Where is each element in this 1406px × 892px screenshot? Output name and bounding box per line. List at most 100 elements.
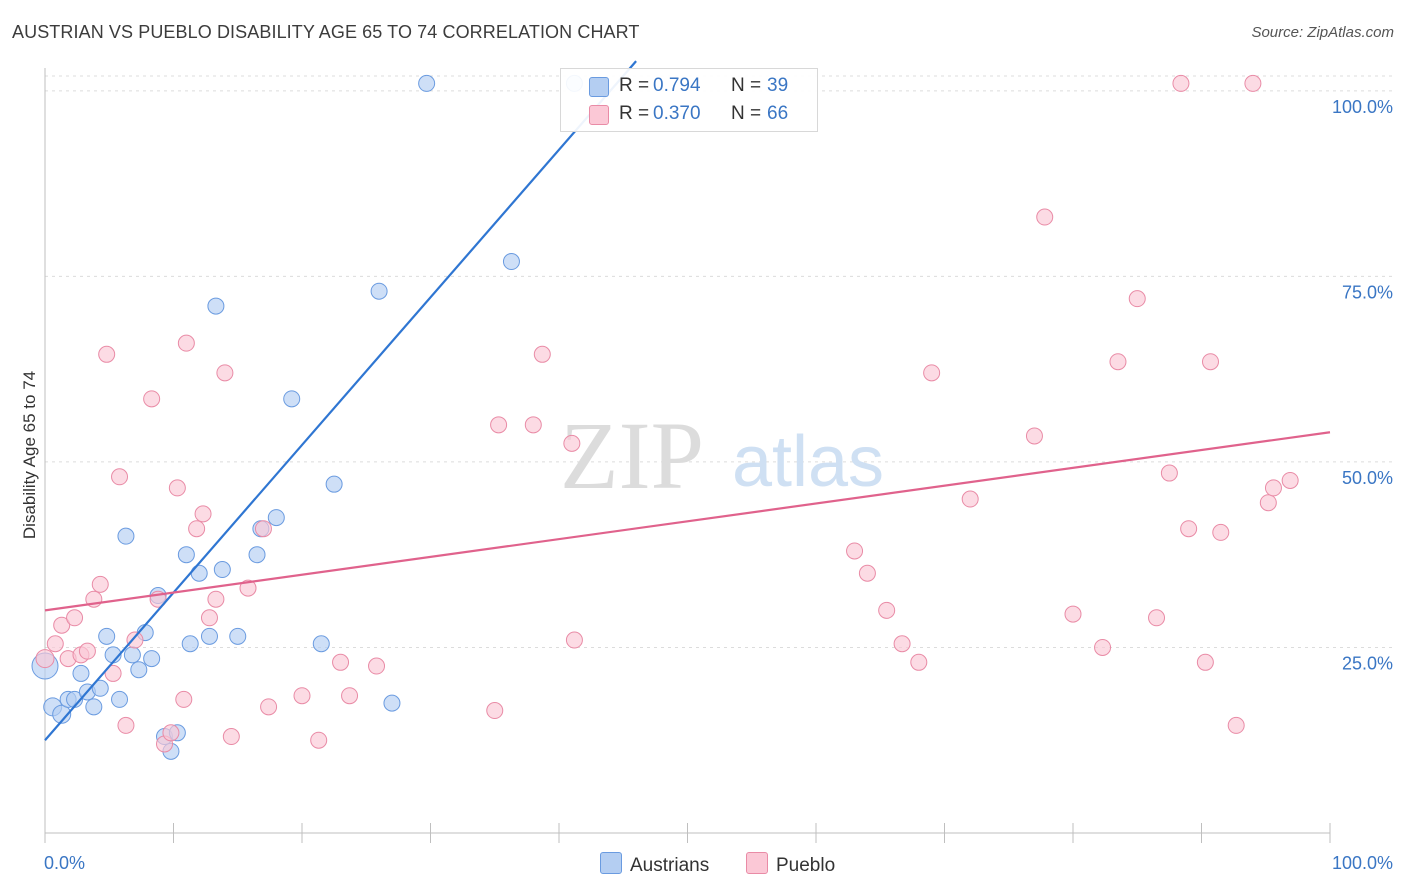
pueblo-point <box>1201 353 1219 371</box>
legend-n-label: N = <box>731 75 762 96</box>
austrians-legend-label: Austrians <box>630 855 710 876</box>
axes <box>44 68 1331 843</box>
pueblo-point <box>1259 494 1277 512</box>
watermark-atlas: atlas <box>732 422 884 502</box>
pueblo-point <box>260 698 278 716</box>
y-tick-label: 50.0% <box>1342 468 1393 488</box>
pueblo-point <box>98 345 116 363</box>
austrians-point <box>283 390 301 408</box>
pueblo-point <box>35 649 55 669</box>
pueblo-point <box>53 616 71 634</box>
pueblo-point <box>341 687 359 705</box>
austrians-point <box>111 690 129 708</box>
pueblo-point <box>1128 290 1146 308</box>
austrians-point <box>177 546 195 564</box>
legend-r-label: R = <box>619 103 650 124</box>
pueblo-point <box>332 653 350 671</box>
pueblo-point <box>239 579 257 597</box>
austrians-trend-line <box>44 60 637 741</box>
austrians-point <box>72 664 90 682</box>
austrians-point <box>143 650 161 668</box>
pueblo-point <box>78 642 96 660</box>
x-tick-label: 100.0% <box>1332 853 1393 873</box>
pueblo-point <box>162 724 180 742</box>
pueblo-point <box>910 653 928 671</box>
y-tick-label: 25.0% <box>1342 653 1393 673</box>
pueblo-point <box>846 542 864 560</box>
pueblo-point <box>1281 471 1299 489</box>
pueblo-point <box>878 601 896 619</box>
pueblo-point <box>293 687 311 705</box>
austrians-point <box>370 282 388 300</box>
pueblo-legend-swatch <box>746 852 768 874</box>
austrians-point <box>213 561 231 579</box>
pueblo-point <box>1264 479 1282 497</box>
austrians-point <box>267 509 285 527</box>
y-tick-label: 100.0% <box>1332 97 1393 117</box>
chart-title: AUSTRIAN VS PUEBLO DISABILITY AGE 65 TO … <box>12 22 640 42</box>
pueblo-point <box>565 631 583 649</box>
pueblo-point <box>524 416 542 434</box>
pueblo-point <box>216 364 234 382</box>
austrians-point <box>91 679 109 697</box>
austrians-point <box>418 74 436 92</box>
austrians-point <box>52 704 72 724</box>
austrians-point <box>248 546 266 564</box>
austrians-swatch <box>589 77 609 97</box>
pueblo-point <box>222 728 240 746</box>
pueblo-point <box>200 609 218 627</box>
pueblo-swatch <box>589 105 609 125</box>
watermark-zip: ZIP <box>560 402 704 509</box>
austrians-point <box>229 627 247 645</box>
pueblo-legend-label: Pueblo <box>776 855 836 876</box>
pueblo-point <box>1227 716 1245 734</box>
austrians-point <box>85 698 103 716</box>
pueblo-point <box>310 731 328 749</box>
pueblo-point <box>207 590 225 608</box>
pueblo-point <box>858 564 876 582</box>
austrians-point <box>117 527 135 545</box>
pueblo-point <box>66 609 84 627</box>
pueblo-point <box>368 657 386 675</box>
austrians-r-value: 0.794 <box>653 75 701 96</box>
pueblo-point <box>126 631 144 649</box>
pueblo-point <box>175 690 193 708</box>
pueblo-point <box>194 505 212 523</box>
legend-item-pueblo: Pueblo <box>746 852 835 877</box>
pueblo-point <box>486 702 504 720</box>
pueblo-point <box>1036 208 1054 226</box>
pueblo-r-value: 0.370 <box>653 103 701 124</box>
legend-item-austrians: Austrians <box>600 852 709 877</box>
pueblo-point <box>1094 638 1112 656</box>
x-tick-label: 0.0% <box>44 853 85 873</box>
austrians-n-value: 39 <box>767 75 789 96</box>
austrians-point <box>207 297 225 315</box>
pueblo-point <box>1212 523 1230 541</box>
pueblo-point <box>188 520 206 538</box>
austrians-point <box>325 475 343 493</box>
pueblo-point <box>1064 605 1082 623</box>
pueblo-point <box>1160 464 1178 482</box>
legend-row-austrians: R = 0.794 N = 39 <box>561 73 817 99</box>
y-axis-label: Disability Age 65 to 74 <box>20 371 39 539</box>
pueblo-point <box>46 635 64 653</box>
pueblo-point <box>893 635 911 653</box>
austrians-point <box>502 253 520 271</box>
y-tick-label: 75.0% <box>1342 282 1393 302</box>
pueblo-point <box>1244 74 1262 92</box>
austrians-legend-swatch <box>600 852 622 874</box>
pueblo-point <box>254 520 272 538</box>
austrians-point <box>383 694 401 712</box>
pueblo-point <box>111 468 129 486</box>
pueblo-point <box>177 334 195 352</box>
source-label: Source: ZipAtlas.com <box>1251 24 1394 41</box>
pueblo-point <box>104 664 122 682</box>
pueblo-point <box>1172 74 1190 92</box>
pueblo-point <box>490 416 508 434</box>
austrians-point <box>130 661 148 679</box>
austrians-point <box>98 627 116 645</box>
pueblo-point <box>1109 353 1127 371</box>
austrians-point <box>190 564 208 582</box>
austrians-point <box>181 635 199 653</box>
